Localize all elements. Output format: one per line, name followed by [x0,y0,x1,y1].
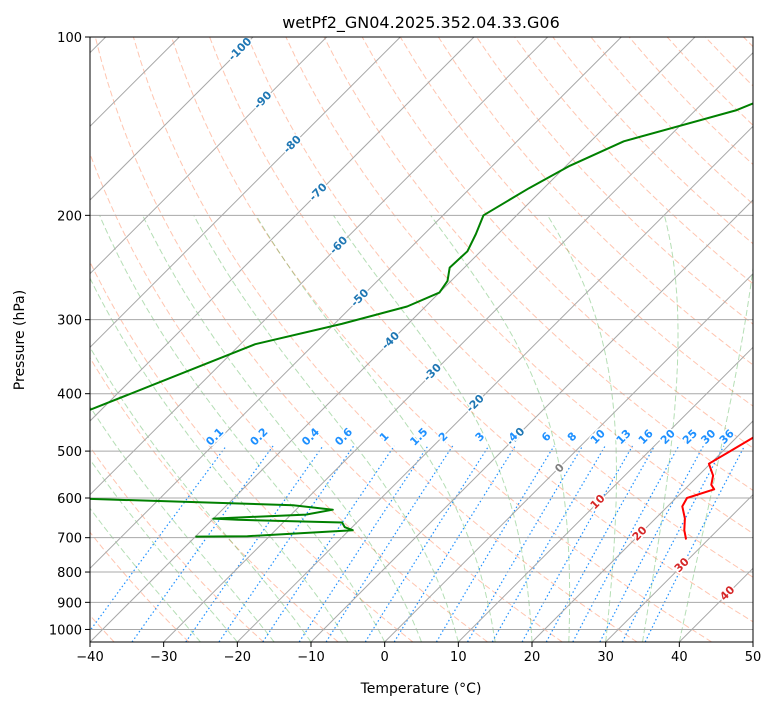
moist-adiabat-line [142,215,422,642]
isotherm-line [90,37,475,422]
moist-adiabat-line [642,215,679,642]
x-tick-label: 40 [671,650,688,665]
dry-adiabat-line [247,37,753,578]
dry-adiabat-line [437,37,753,366]
moist-adiabat-line [678,264,753,642]
x-tick-label: 30 [597,650,614,665]
moist-adiabat-line [255,215,496,642]
pressure-grid [90,37,753,630]
x-tick-label: 10 [450,650,467,665]
mixing-ratio-line [262,445,395,642]
moist-adiabat-line [90,277,349,642]
dry-adiabat-line [94,37,563,642]
plot-frame [89,36,754,643]
y-tick-label: 600 [57,492,82,507]
y-tick-label: 200 [57,209,82,224]
y-tick-label: 100 [57,31,82,46]
mixing-ratio-line [364,445,490,642]
moist-adiabat-line [547,215,617,642]
isotherm-line [457,346,753,642]
profile-series [90,102,753,540]
x-tick-label: 0 [381,650,389,665]
isotherm-line [384,272,753,642]
mixing-ratio-line [466,445,584,642]
dry-adiabat-line [90,446,264,642]
y-tick-label: 300 [57,314,82,329]
isotherm-line [310,199,753,642]
isotherm-line [531,420,753,642]
dry-adiabat-line [399,37,753,407]
dry-adiabat-line [514,37,753,285]
dry-adiabat-line [90,356,339,642]
dry-adiabat-line [285,37,753,535]
y-tick-label: 500 [57,445,82,460]
mixing-ratio-line [435,445,555,642]
isotherm-line [90,37,328,275]
mixing-ratio-line [621,445,725,642]
mixing-ratio-line [185,445,324,642]
x-axis: −40 −30 −20 −10 0 10 20 30 40 50 [76,642,761,665]
dry-adiabat-line [209,37,753,623]
moist-adiabat-line [90,458,238,642]
dry-adiabat-line [361,37,753,449]
isotherm-line [90,37,622,570]
isotherm-line [605,493,753,642]
chart-title: wetPf2_GN04.2025.352.04.33.G06 [282,13,560,33]
mixing-ratio-line [644,445,746,642]
x-tick-label: −20 [224,650,251,665]
y-tick-label: 1000 [49,623,82,638]
isotherm-line [90,37,254,201]
dry-adiabat-line [90,531,190,642]
moist-adiabat-line [193,215,459,642]
temperature-profile-line [681,436,753,540]
dry-adiabat-line [90,152,488,642]
moist-adiabat-line [90,346,312,642]
y-tick-label: 800 [57,566,82,581]
y-tick-label: 400 [57,388,82,403]
x-tick-label: −30 [150,650,177,665]
mixing-ratio-line [298,445,429,642]
moist-adiabat-line [332,215,533,642]
mixing-ratio-line [545,445,656,642]
isotherm-line [90,37,549,496]
dewpoint-profile-line [90,102,753,538]
y-tick-label: 900 [57,596,82,611]
y-tick-label: 700 [57,532,82,547]
y-axis: 100 200 300 400 500 600 700 800 900 1000 [49,31,90,638]
x-tick-label: −10 [297,650,324,665]
isotherm-grid [90,37,753,642]
dry-adiabat-line [132,37,638,642]
x-tick-label: −40 [76,650,103,665]
y-axis-label: Pressure (hPa) [12,290,28,390]
isotherm-line [90,37,401,349]
isotherm-line [236,125,753,642]
mixing-ratio-line [131,445,274,642]
mixing-ratio-line [521,445,634,642]
x-tick-label: 20 [524,650,541,665]
isotherm-line [163,51,753,642]
x-axis-label: Temperature (°C) [360,681,482,697]
mixing-ratio-line [218,445,355,642]
x-tick-label: 50 [745,650,762,665]
mixing-ratio-line [325,445,454,642]
isotherm-line [90,37,696,642]
